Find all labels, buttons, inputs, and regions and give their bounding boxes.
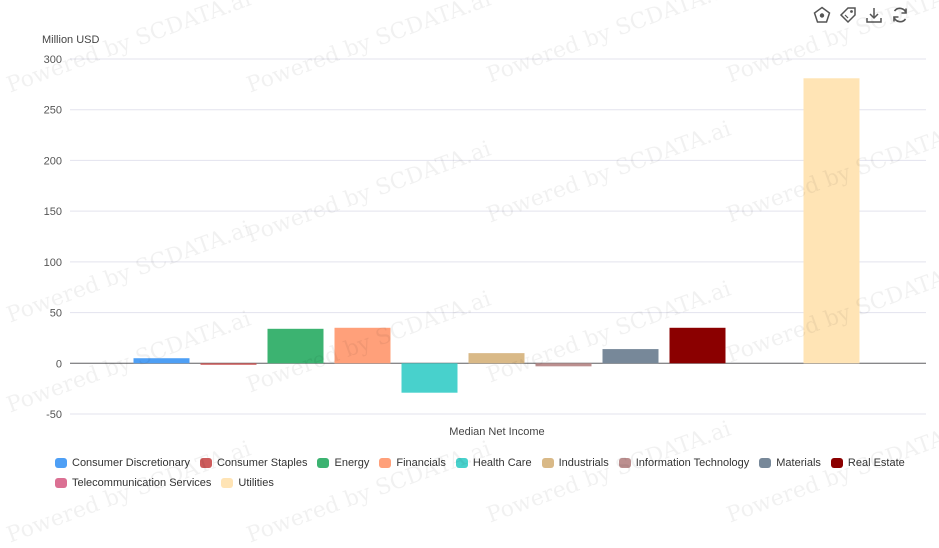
download-icon[interactable]: [865, 6, 883, 24]
legend-label: Financials: [396, 457, 446, 469]
legend-swatch: [455, 458, 468, 468]
legend-label: Energy: [334, 457, 370, 469]
legend-label: Materials: [776, 457, 821, 469]
legend-label: Telecommunication Services: [72, 477, 212, 489]
y-tick-label: 300: [44, 54, 62, 66]
legend-item-telecommunication-services[interactable]: Telecommunication Services: [55, 476, 211, 490]
y-tick-label: 100: [44, 257, 62, 269]
legend-swatch: [55, 458, 67, 468]
legend-item-financials[interactable]: Financials: [379, 456, 446, 470]
bar-financials[interactable]: [334, 327, 391, 364]
legend-swatch: [379, 458, 392, 468]
legend-label: Utilities: [238, 477, 274, 489]
refresh-icon[interactable]: [891, 6, 909, 24]
chart-toolbar: [813, 6, 909, 24]
y-tick-label: -50: [46, 409, 62, 421]
legend-swatch: [618, 458, 631, 468]
legend-item-consumer-staples[interactable]: Consumer Staples: [199, 456, 308, 470]
legend: Consumer Discretionary Consumer Staples En…: [55, 456, 915, 490]
y-tick-label: 200: [44, 155, 62, 167]
bar-energy[interactable]: [267, 328, 324, 364]
bar-health-care[interactable]: [401, 363, 458, 393]
legend-label: Health Care: [472, 457, 532, 469]
x-axis-label: Median Net Income: [449, 426, 544, 438]
legend-item-utilities[interactable]: Utilities: [221, 476, 274, 490]
chart-type-icon[interactable]: [813, 6, 831, 24]
legend-item-materials[interactable]: Materials: [759, 456, 821, 470]
legend-item-health-care[interactable]: Health Care: [455, 456, 532, 470]
legend-swatch: [199, 458, 212, 468]
tag-icon[interactable]: [839, 6, 857, 24]
y-tick-label: 0: [56, 358, 62, 370]
legend-swatch: [221, 478, 234, 488]
legend-item-real-estate[interactable]: Real Estate: [830, 456, 905, 470]
legend-item-consumer-discretionary[interactable]: Consumer Discretionary: [55, 456, 190, 470]
bar-chart: 300 250 200 150 100 50 0 -50 Million USD Median…: [42, 34, 926, 438]
legend-swatch: [759, 458, 772, 468]
y-tick-label: 150: [44, 206, 62, 218]
bar-industrials[interactable]: [468, 353, 525, 364]
legend-label: Real Estate: [847, 457, 905, 469]
bar-materials[interactable]: [602, 349, 659, 364]
bars: [133, 78, 860, 393]
y-tick-label: 250: [44, 105, 62, 117]
legend-item-information-technology[interactable]: Information Technology: [618, 456, 750, 470]
legend-label: Information Technology: [635, 457, 750, 469]
legend-label: Industrials: [558, 457, 609, 469]
legend-swatch: [317, 458, 330, 468]
y-axis-ticks: 300 250 200 150 100 50 0 -50: [44, 54, 62, 421]
y-tick-label: 50: [50, 308, 62, 320]
y-axis-label: Million USD: [42, 34, 100, 46]
bar-utilities[interactable]: [803, 78, 860, 364]
legend-item-industrials[interactable]: Industrials: [541, 456, 609, 470]
legend-swatch: [541, 458, 554, 468]
bar-consumer-staples[interactable]: [200, 363, 257, 365]
bar-consumer-discretionary[interactable]: [133, 358, 190, 364]
legend-swatch: [830, 458, 843, 468]
bar-information-technology[interactable]: [535, 363, 592, 367]
legend-label: Consumer Staples: [216, 457, 308, 469]
legend-item-energy[interactable]: Energy: [317, 456, 369, 470]
bar-real-estate[interactable]: [669, 327, 726, 364]
legend-label: Consumer Discretionary: [72, 457, 190, 469]
legend-swatch: [55, 478, 67, 488]
